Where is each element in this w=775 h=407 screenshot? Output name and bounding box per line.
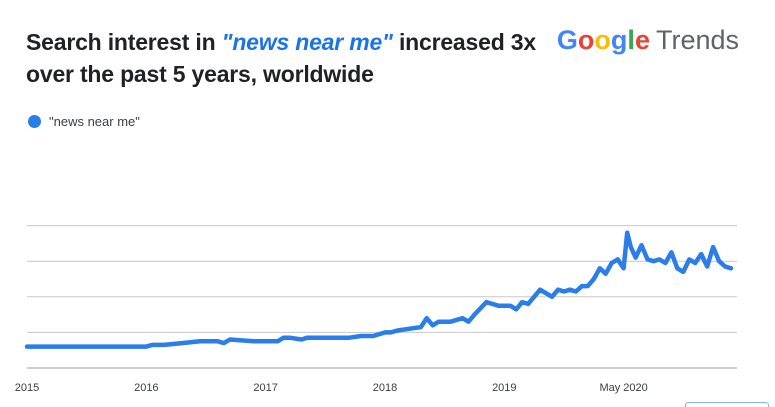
logo-letter: G (556, 25, 578, 55)
x-tick-label: 2015 (15, 382, 39, 394)
series-line (24, 230, 734, 349)
title-part1: Search interest in (26, 29, 222, 55)
logo-letter: l (627, 25, 635, 55)
logo-letter: e (634, 25, 650, 55)
logo-letter: o (594, 25, 611, 55)
x-tick-label: 2016 (134, 382, 158, 394)
google-wordmark: Google (557, 25, 650, 55)
x-tick-label: 2019 (492, 382, 516, 394)
x-tick-label: 2017 (253, 382, 277, 394)
logo-letter: o (577, 25, 595, 55)
legend-label: "news near me" (49, 114, 140, 129)
logo-letter: g (610, 25, 628, 55)
x-tick-label: May 2020 (599, 382, 647, 394)
title-highlight: "news near me" (221, 29, 393, 55)
corner-badge (685, 402, 769, 407)
chart-title: Search interest in "news near me" increa… (26, 26, 546, 90)
google-trends-logo: Google Trends (557, 23, 739, 57)
legend: "news near me" (28, 114, 140, 129)
legend-dot-icon (28, 115, 41, 128)
trends-wordmark: Trends (655, 25, 739, 55)
x-tick-label: 2018 (373, 382, 397, 394)
title-part2: increased 3x over the past 5 years, worl… (26, 29, 536, 87)
